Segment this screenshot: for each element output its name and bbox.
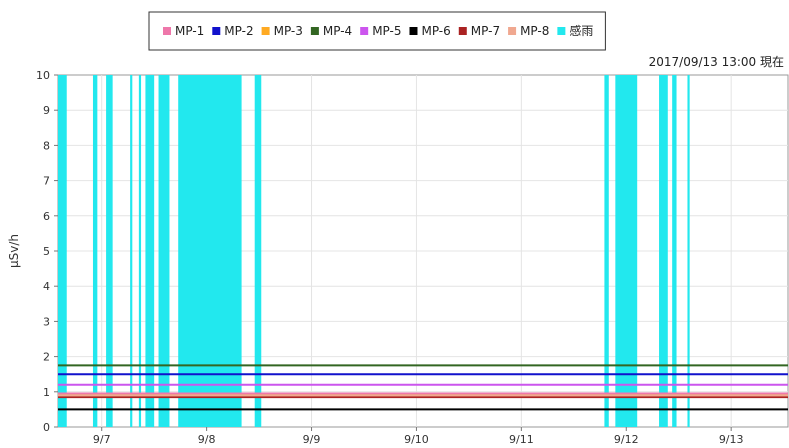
- legend-label: MP-5: [372, 24, 401, 38]
- y-tick-label: 9: [43, 104, 50, 117]
- x-tick-label: 9/8: [198, 433, 216, 446]
- legend-label: MP-8: [520, 24, 549, 38]
- rain-band: [615, 75, 638, 427]
- x-tick-label: 9/11: [509, 433, 534, 446]
- timestamp-annotation: 2017/09/13 13:00 現在: [649, 55, 784, 69]
- x-tick-label: 9/13: [719, 433, 744, 446]
- rain-band: [130, 75, 133, 427]
- rain-band: [106, 75, 113, 427]
- rain-band: [178, 75, 242, 427]
- legend: MP-1 MP-2 MP-3 MP-4 MP-5 MP-6 MP-7 MP-8 感雨: [148, 11, 606, 51]
- rain-band: [92, 75, 98, 427]
- legend-label: MP-1: [175, 24, 204, 38]
- rain-band: [687, 75, 690, 427]
- series-lines: [58, 364, 788, 411]
- rain-bands: [58, 75, 690, 427]
- rain-band: [138, 75, 142, 427]
- rain-band: [58, 75, 67, 427]
- y-tick-label: 10: [36, 69, 50, 82]
- legend-label: 感雨: [569, 23, 593, 38]
- x-tick-label: 9/10: [404, 433, 429, 446]
- legend-swatch: [409, 27, 418, 35]
- y-tick-label: 2: [43, 351, 50, 364]
- x-tick-label: 9/12: [614, 433, 639, 446]
- legend-swatch: [508, 27, 517, 35]
- legend-swatch: [360, 27, 369, 35]
- axes: 9/7 9/8 9/9 9/10 9/11 9/12 9/13 0 1 2 3 4 5 6 7 8 9 10: [36, 69, 744, 446]
- legend-swatch: [458, 27, 467, 35]
- legend-label: MP-2: [224, 24, 253, 38]
- legend-box: [148, 11, 606, 51]
- legend-label: MP-6: [421, 24, 450, 38]
- y-tick-label: 5: [43, 245, 50, 258]
- legend-swatch: [163, 27, 171, 35]
- legend-label: MP-7: [471, 24, 500, 38]
- rain-band: [145, 75, 155, 427]
- y-tick-label: 4: [43, 280, 50, 293]
- y-tick-label: 8: [43, 139, 50, 152]
- y-tick-label: 1: [43, 386, 50, 399]
- rain-band: [158, 75, 170, 427]
- y-tick-label: 6: [43, 210, 50, 223]
- x-tick-label: 9/7: [93, 433, 111, 446]
- y-axis-label: μSv/h: [7, 234, 21, 268]
- legend-label: MP-3: [274, 24, 303, 38]
- x-tick-label: 9/9: [303, 433, 321, 446]
- y-tick-label: 7: [43, 175, 50, 188]
- rain-band: [254, 75, 262, 427]
- legend-swatch: [310, 27, 319, 35]
- legend-swatch: [212, 27, 221, 35]
- legend-swatch: [557, 27, 566, 35]
- legend-label: MP-4: [323, 24, 352, 38]
- y-tick-label: 0: [43, 421, 50, 434]
- y-tick-label: 3: [43, 315, 50, 328]
- legend-swatch: [261, 27, 270, 35]
- rain-band: [672, 75, 677, 427]
- rain-band: [604, 75, 609, 427]
- rain-band: [659, 75, 668, 427]
